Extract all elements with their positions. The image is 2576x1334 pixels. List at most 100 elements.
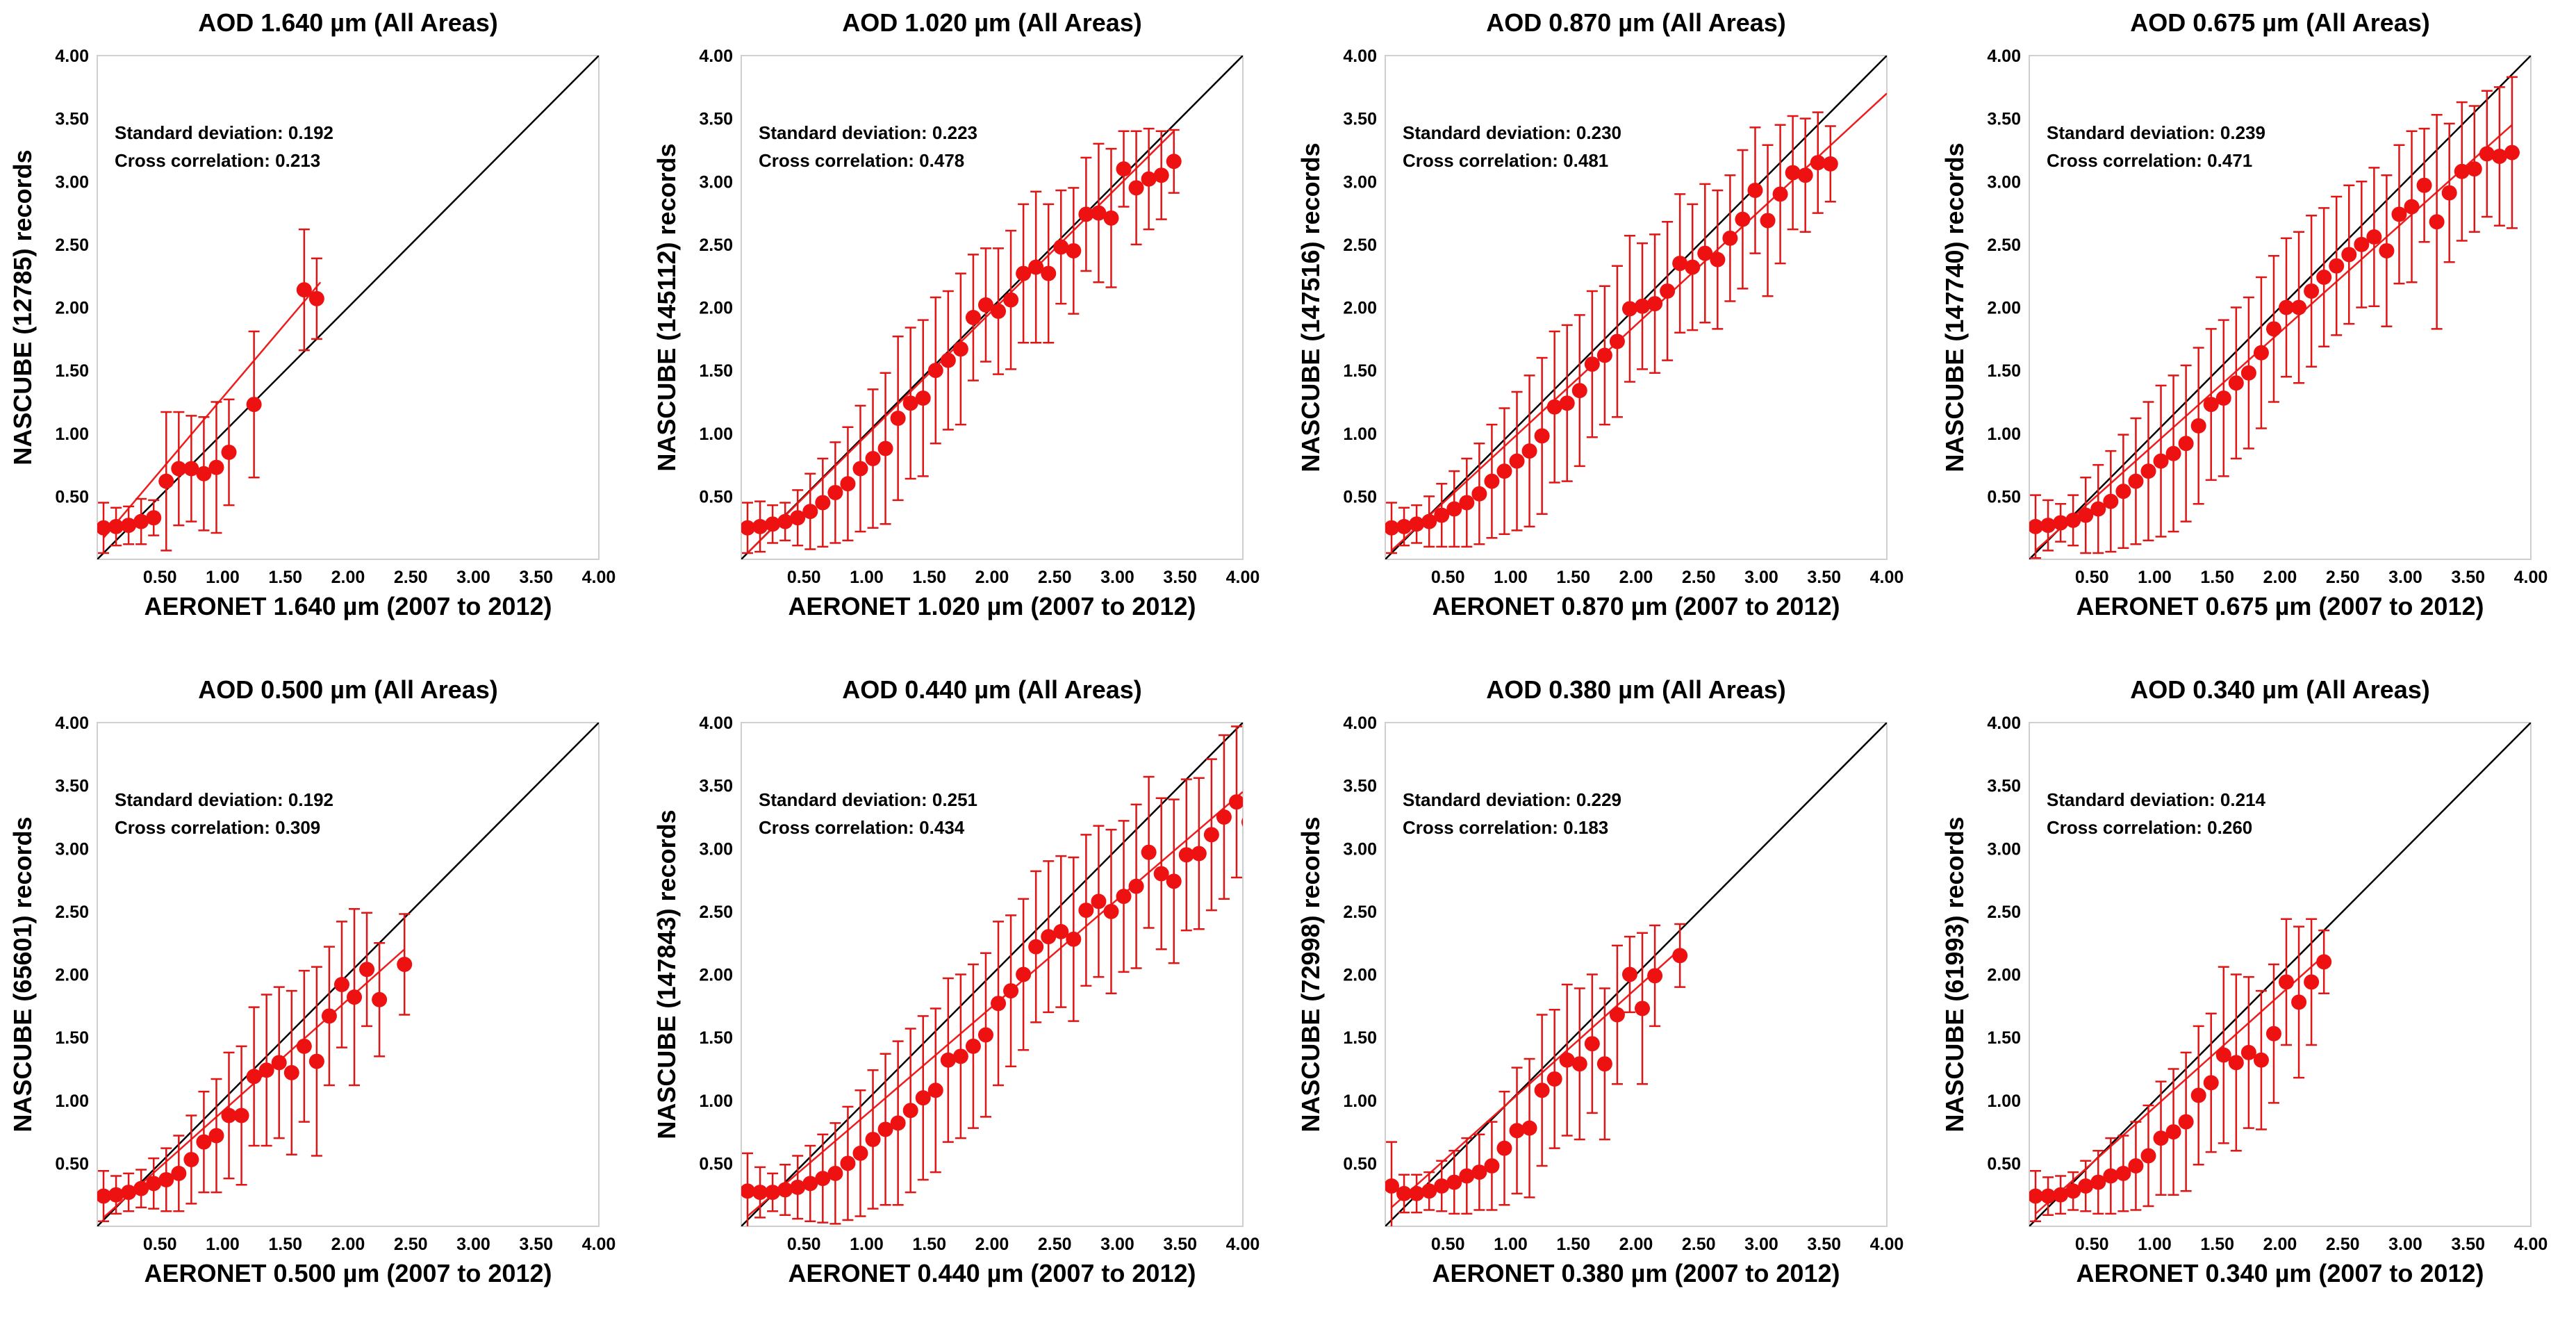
- data-point: [171, 1165, 187, 1181]
- y-tick-label: 1.00: [55, 1092, 89, 1111]
- data-point: [977, 1027, 993, 1043]
- data-point: [2203, 1075, 2219, 1091]
- y-axis-label: NASCUBE (147843) records: [652, 809, 681, 1139]
- data-point: [2329, 258, 2345, 274]
- data-point: [1710, 252, 1726, 267]
- data-point: [321, 1008, 337, 1024]
- chart-panel-aod-0500: AOD 0.500 µm (All Areas) 0.50 1.00 1.50 2.00…: [0, 667, 644, 1334]
- data-point: [1484, 473, 1500, 489]
- data-point: [2341, 247, 2357, 263]
- y-tick-label: 2.50: [1987, 903, 2021, 922]
- y-tick-label: 3.00: [699, 839, 733, 859]
- data-point: [1153, 167, 1169, 183]
- y-tick-label: 2.00: [1987, 299, 2021, 318]
- data-point: [1053, 239, 1069, 255]
- x-tick-label: 2.00: [1619, 1235, 1653, 1254]
- data-point: [108, 518, 124, 534]
- data-point: [296, 1038, 312, 1054]
- stats-annotation: Cross correlation: 0.309: [115, 817, 320, 838]
- x-tick-label: 2.00: [331, 568, 365, 587]
- data-point: [196, 466, 212, 481]
- y-tick-label: 0.50: [1987, 487, 2021, 507]
- data-point: [2029, 518, 2044, 534]
- data-point: [1484, 1158, 1500, 1174]
- data-point: [296, 282, 312, 298]
- data-point: [1534, 1082, 1550, 1098]
- data-point: [1797, 167, 1813, 183]
- x-tick-label: 2.00: [2263, 1235, 2297, 1254]
- data-point: [890, 411, 906, 426]
- data-point: [2040, 518, 2056, 534]
- data-point: [1116, 161, 1132, 177]
- data-point: [2215, 390, 2231, 406]
- plot-area: [741, 56, 1243, 559]
- data-point: [1785, 165, 1801, 181]
- y-tick-label: 3.00: [1343, 172, 1377, 192]
- data-point: [1571, 383, 1587, 399]
- stats-annotation: Cross correlation: 0.434: [759, 817, 965, 838]
- plot-frame: [741, 722, 1244, 1227]
- data-point: [1028, 259, 1044, 275]
- data-point: [2115, 1165, 2131, 1181]
- one-to-one-line: [741, 723, 1243, 1226]
- data-point: [1697, 245, 1713, 261]
- data-point: [741, 1183, 756, 1199]
- x-tick-label: 3.50: [2451, 568, 2485, 587]
- data-point: [940, 352, 956, 368]
- data-point: [2316, 270, 2332, 285]
- data-point: [1559, 395, 1575, 411]
- y-tick-label: 3.00: [699, 172, 733, 192]
- data-point: [158, 1171, 174, 1187]
- y-tick-label: 3.00: [55, 172, 89, 192]
- data-point: [121, 518, 137, 534]
- data-point: [1672, 256, 1688, 272]
- x-tick-label: 3.50: [519, 1235, 553, 1254]
- data-point: [1228, 794, 1243, 810]
- y-tick-label: 1.00: [1987, 425, 2021, 444]
- data-point: [1141, 844, 1157, 860]
- data-point: [965, 310, 981, 325]
- y-tick-label: 4.00: [1343, 47, 1377, 66]
- data-point: [777, 513, 793, 529]
- y-tick-label: 2.50: [699, 903, 733, 922]
- data-point: [2029, 1188, 2044, 1204]
- data-point: [1647, 296, 1663, 312]
- data-point: [1153, 866, 1169, 882]
- data-point: [1203, 827, 1219, 843]
- data-point: [1421, 1183, 1437, 1199]
- data-point: [183, 461, 199, 477]
- stats-annotation: Standard deviation: 0.223: [759, 122, 977, 143]
- data-point: [927, 1082, 943, 1098]
- data-point: [397, 957, 413, 972]
- data-point: [2404, 199, 2420, 215]
- data-point: [1509, 1123, 1525, 1139]
- y-tick-label: 1.00: [699, 425, 733, 444]
- regression-line: [1391, 948, 1681, 1208]
- data-point: [208, 459, 224, 475]
- data-point: [1128, 180, 1144, 196]
- data-point: [2165, 445, 2181, 461]
- y-tick-label: 4.00: [699, 714, 733, 733]
- y-tick-label: 2.50: [55, 236, 89, 255]
- data-point: [752, 518, 768, 534]
- data-point: [1078, 903, 1094, 919]
- chart-panel-aod-0675: AOD 0.675 µm (All Areas) 0.50 1.00 1.50 2.00…: [1932, 0, 2576, 667]
- data-point: [1584, 356, 1600, 372]
- data-point: [2279, 299, 2295, 315]
- y-tick-label: 3.50: [55, 777, 89, 796]
- data-point: [121, 1185, 137, 1201]
- x-tick-label: 1.00: [1494, 568, 1528, 587]
- data-point: [1103, 210, 1119, 226]
- x-tick-label: 4.00: [1226, 1235, 1260, 1254]
- y-tick-label: 3.00: [1987, 172, 2021, 192]
- y-tick-label: 3.50: [1343, 777, 1377, 796]
- data-point: [1660, 283, 1676, 299]
- x-tick-label: 3.50: [2451, 1235, 2485, 1254]
- y-tick-label: 4.00: [55, 47, 89, 66]
- x-axis-label: AERONET 0.380 µm (2007 to 2012): [1433, 1259, 1840, 1287]
- stats-annotation: Cross correlation: 0.213: [115, 150, 320, 171]
- data-point: [2178, 1114, 2194, 1130]
- data-point: [133, 513, 149, 529]
- stats-annotation: Standard deviation: 0.214: [2047, 789, 2266, 810]
